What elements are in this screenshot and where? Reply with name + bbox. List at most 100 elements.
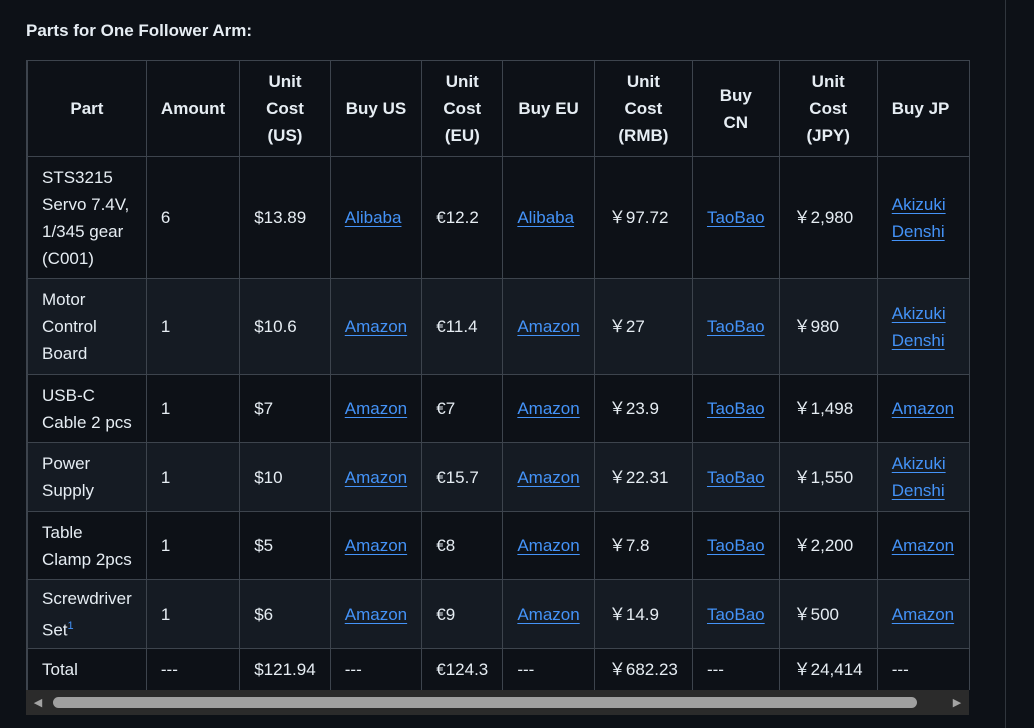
buy-cn-link[interactable]: TaoBao xyxy=(706,536,765,555)
scroll-left-arrow-icon[interactable]: ◀ xyxy=(33,697,43,709)
cell-unit-cost-eu: €7 xyxy=(421,374,504,443)
cell-total-buy-us: --- xyxy=(329,648,423,690)
content-right-border xyxy=(1005,0,1006,728)
cell-part: Motor Control Board xyxy=(27,278,147,375)
cell-unit-cost-us: $7 xyxy=(239,374,331,443)
scrollbar-thumb[interactable] xyxy=(53,697,917,708)
buy-cn-link[interactable]: TaoBao xyxy=(706,467,765,487)
column-header-buy-cn: Buy CN xyxy=(691,60,780,157)
cell-buy-us: Alibaba xyxy=(329,156,423,279)
cell-part: Table Clamp 2pcs xyxy=(27,511,147,580)
column-header-buy-us: Buy US xyxy=(329,60,423,157)
cell-part-text: Screwdriver Set xyxy=(42,588,132,640)
footnote-link[interactable]: 1 xyxy=(67,619,74,632)
cell-buy-us: Amazon xyxy=(329,442,423,512)
buy-eu-link[interactable]: Amazon xyxy=(517,399,580,418)
column-header-amount: Amount xyxy=(145,60,241,157)
cell-amount: 6 xyxy=(145,156,241,279)
cell-unit-cost-rmb: ￥97.72 xyxy=(593,156,693,279)
cell-buy-us: Amazon xyxy=(329,511,423,580)
buy-jp-link[interactable]: Amazon xyxy=(891,399,955,418)
cell-total-us-cost: $121.94 xyxy=(239,648,331,690)
buy-cn-link[interactable]: TaoBao xyxy=(706,604,765,624)
scroll-right-arrow-icon[interactable]: ▶ xyxy=(952,697,962,709)
cell-unit-cost-jpy: ￥2,200 xyxy=(778,511,878,580)
buy-us-link[interactable]: Amazon xyxy=(344,536,408,555)
table-scroll-container[interactable]: Part Amount Unit Cost (US) Buy US Unit C… xyxy=(26,60,970,690)
cell-unit-cost-rmb: ￥7.8 xyxy=(593,511,693,580)
buy-us-link[interactable]: Amazon xyxy=(344,399,408,418)
buy-jp-link[interactable]: Akizuki Denshi xyxy=(891,194,946,241)
table-row: STS3215 Servo 7.4V, 1/345 gear (C001) 6 … xyxy=(27,156,970,279)
cell-unit-cost-eu: €8 xyxy=(421,511,504,580)
cell-unit-cost-rmb: ￥14.9 xyxy=(593,579,693,649)
table-row: Motor Control Board 1 $10.6 Amazon €11.4… xyxy=(27,278,970,375)
cell-buy-eu: Amazon xyxy=(502,579,595,649)
table-header-row: Part Amount Unit Cost (US) Buy US Unit C… xyxy=(27,60,970,157)
cell-part: USB-C Cable 2 pcs xyxy=(27,374,147,443)
cell-unit-cost-eu: €15.7 xyxy=(421,442,504,512)
buy-jp-link[interactable]: Akizuki Denshi xyxy=(891,454,946,500)
buy-jp-link[interactable]: Akizuki Denshi xyxy=(891,303,946,350)
cell-buy-cn: TaoBao xyxy=(691,579,780,649)
cell-unit-cost-jpy: ￥1,498 xyxy=(778,374,878,443)
cell-buy-jp: Akizuki Denshi xyxy=(876,278,970,375)
buy-us-link[interactable]: Amazon xyxy=(344,317,408,336)
column-header-unit-cost-us: Unit Cost (US) xyxy=(239,60,331,157)
cell-amount: 1 xyxy=(145,579,241,649)
buy-eu-link[interactable]: Amazon xyxy=(517,604,580,624)
buy-eu-link[interactable]: Amazon xyxy=(517,536,580,555)
buy-us-link[interactable]: Alibaba xyxy=(344,208,402,227)
cell-unit-cost-us: $6 xyxy=(239,579,331,649)
column-header-unit-cost-jpy: Unit Cost (JPY) xyxy=(778,60,878,157)
cell-unit-cost-us: $10.6 xyxy=(239,278,331,375)
cell-buy-jp: Amazon xyxy=(876,374,970,443)
cell-part: Screwdriver Set1 xyxy=(27,579,147,649)
cell-buy-cn: TaoBao xyxy=(691,278,780,375)
cell-buy-us: Amazon xyxy=(329,278,423,375)
table-total-row: Total --- $121.94 --- €124.3 --- ￥682.23… xyxy=(27,648,970,690)
cell-buy-jp: Amazon xyxy=(876,579,970,649)
buy-jp-link[interactable]: Amazon xyxy=(891,536,955,555)
cell-part: Power Supply xyxy=(27,442,147,512)
cell-unit-cost-jpy: ￥1,550 xyxy=(778,442,878,512)
buy-jp-link[interactable]: Amazon xyxy=(891,604,955,624)
cell-part: STS3215 Servo 7.4V, 1/345 gear (C001) xyxy=(27,156,147,279)
cell-buy-jp: Amazon xyxy=(876,511,970,580)
table-row: Table Clamp 2pcs 1 $5 Amazon €8 Amazon ￥… xyxy=(27,511,970,580)
cell-total-jpy-cost: ￥24,414 xyxy=(778,648,878,690)
cell-amount: 1 xyxy=(145,511,241,580)
cell-buy-us: Amazon xyxy=(329,579,423,649)
cell-total-buy-eu: --- xyxy=(502,648,595,690)
cell-buy-eu: Amazon xyxy=(502,442,595,512)
buy-cn-link[interactable]: TaoBao xyxy=(706,208,765,227)
buy-eu-link[interactable]: Alibaba xyxy=(517,208,575,227)
cell-total-label: Total xyxy=(27,648,147,690)
column-header-unit-cost-rmb: Unit Cost (RMB) xyxy=(593,60,693,157)
cell-buy-eu: Amazon xyxy=(502,511,595,580)
cell-buy-eu: Amazon xyxy=(502,278,595,375)
cell-unit-cost-eu: €12.2 xyxy=(421,156,504,279)
cell-buy-eu: Alibaba xyxy=(502,156,595,279)
buy-us-link[interactable]: Amazon xyxy=(344,604,408,624)
column-header-buy-jp: Buy JP xyxy=(876,60,970,157)
buy-cn-link[interactable]: TaoBao xyxy=(706,399,765,418)
table-row: USB-C Cable 2 pcs 1 $7 Amazon €7 Amazon … xyxy=(27,374,970,443)
parts-table: Part Amount Unit Cost (US) Buy US Unit C… xyxy=(27,60,970,690)
column-header-part: Part xyxy=(27,60,147,157)
buy-cn-link[interactable]: TaoBao xyxy=(706,317,765,336)
column-header-unit-cost-eu: Unit Cost (EU) xyxy=(421,60,504,157)
horizontal-scrollbar[interactable]: ◀ ▶ xyxy=(26,690,969,715)
cell-unit-cost-us: $10 xyxy=(239,442,331,512)
buy-eu-link[interactable]: Amazon xyxy=(517,467,580,487)
buy-eu-link[interactable]: Amazon xyxy=(517,317,580,336)
cell-buy-eu: Amazon xyxy=(502,374,595,443)
cell-buy-cn: TaoBao xyxy=(691,374,780,443)
cell-buy-cn: TaoBao xyxy=(691,442,780,512)
cell-unit-cost-rmb: ￥22.31 xyxy=(593,442,693,512)
cell-unit-cost-jpy: ￥980 xyxy=(778,278,878,375)
cell-total-rmb-cost: ￥682.23 xyxy=(593,648,693,690)
cell-unit-cost-rmb: ￥27 xyxy=(593,278,693,375)
cell-unit-cost-us: $13.89 xyxy=(239,156,331,279)
buy-us-link[interactable]: Amazon xyxy=(344,467,408,487)
